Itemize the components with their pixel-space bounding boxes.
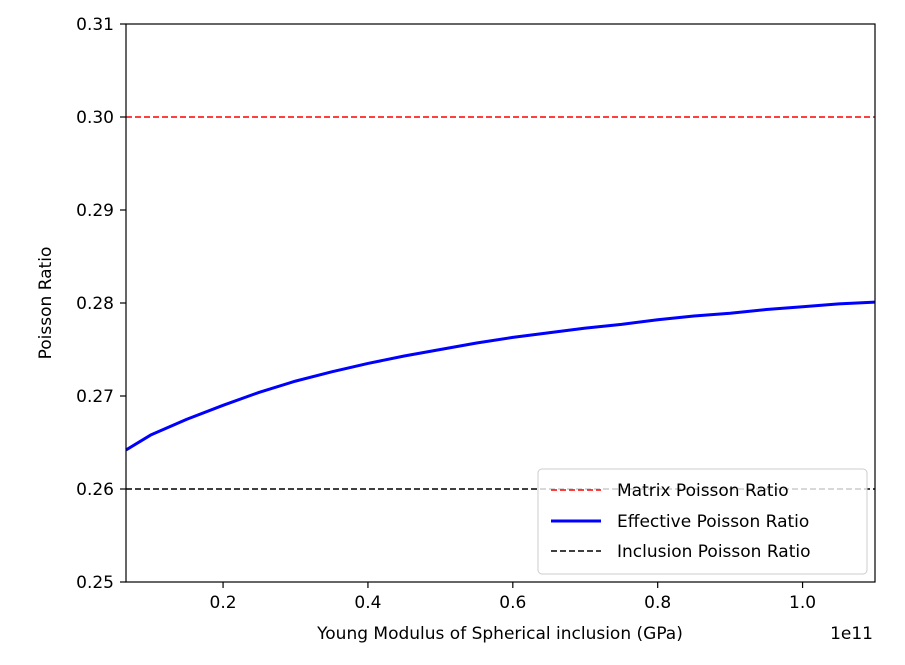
x-tick-label: 0.8 [644, 593, 671, 613]
y-tick-label: 0.25 [76, 573, 114, 593]
x-tick-label: 0.6 [499, 593, 526, 613]
x-axis-label: Young Modulus of Spherical inclusion (GP… [316, 624, 683, 644]
y-tick-label: 0.31 [76, 15, 114, 35]
x-axis-ticks: 0.2 0.4 0.6 0.8 1.0 [210, 582, 816, 613]
y-tick-label: 0.27 [76, 387, 114, 407]
legend: Matrix Poisson Ratio Effective Poisson R… [537, 468, 868, 575]
series-line-effective-poisson-ratio [125, 300, 876, 452]
legend-label-matrix: Matrix Poisson Ratio [617, 481, 789, 501]
y-axis-label: Poisson Ratio [36, 247, 56, 360]
y-tick-label: 0.30 [76, 108, 114, 128]
legend-box [537, 468, 868, 575]
legend-label-effective: Effective Poisson Ratio [617, 512, 809, 532]
y-tick-label: 0.28 [76, 294, 114, 314]
x-tick-label: 0.2 [210, 593, 237, 613]
y-axis-ticks: 0.25 0.26 0.27 0.28 0.29 0.30 0.31 [76, 15, 126, 593]
y-tick-label: 0.29 [76, 201, 114, 221]
x-offset-label: 1e11 [830, 624, 873, 644]
x-tick-label: 0.4 [354, 593, 381, 613]
x-tick-label: 1.0 [789, 593, 816, 613]
legend-label-inclusion: Inclusion Poisson Ratio [617, 542, 811, 562]
y-tick-label: 0.26 [76, 480, 114, 500]
